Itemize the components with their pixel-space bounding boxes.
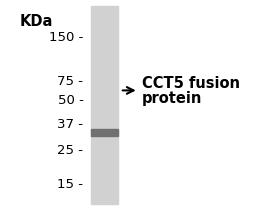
Text: 37 -: 37 - xyxy=(58,118,83,131)
Text: 150 -: 150 - xyxy=(49,31,83,44)
Text: 15 -: 15 - xyxy=(58,178,83,191)
Text: 50 -: 50 - xyxy=(58,94,83,107)
Text: KDa: KDa xyxy=(20,15,53,29)
Text: 25 -: 25 - xyxy=(58,144,83,157)
Bar xyxy=(91,128,118,136)
Bar xyxy=(91,6,118,204)
Text: 75 -: 75 - xyxy=(58,74,83,88)
Text: protein: protein xyxy=(142,91,202,106)
Text: CCT5 fusion: CCT5 fusion xyxy=(142,76,240,91)
